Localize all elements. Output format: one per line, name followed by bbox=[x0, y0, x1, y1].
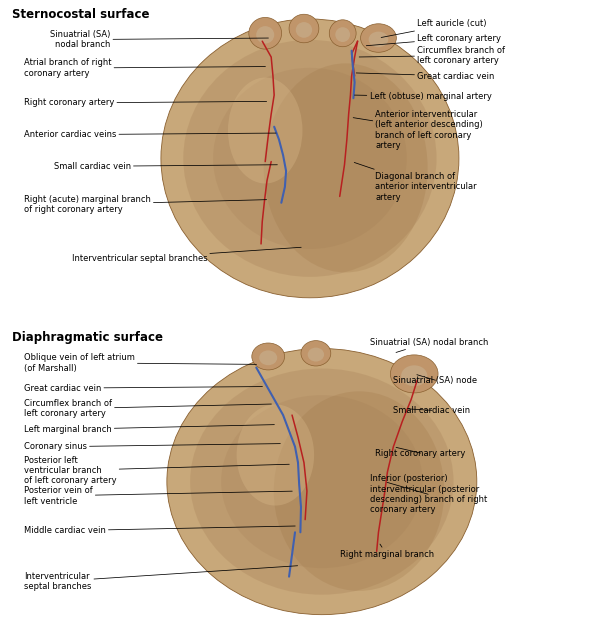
Ellipse shape bbox=[184, 40, 436, 277]
Ellipse shape bbox=[249, 17, 282, 49]
Ellipse shape bbox=[301, 340, 331, 366]
Ellipse shape bbox=[259, 351, 277, 365]
Ellipse shape bbox=[221, 395, 423, 568]
Ellipse shape bbox=[252, 343, 284, 370]
Ellipse shape bbox=[213, 68, 406, 249]
Ellipse shape bbox=[336, 28, 350, 42]
Text: Sinuatrial (SA)
nodal branch: Sinuatrial (SA) nodal branch bbox=[50, 30, 268, 49]
Text: Left (obtuse) marginal artery: Left (obtuse) marginal artery bbox=[355, 92, 491, 101]
Text: Sternocostal surface: Sternocostal surface bbox=[12, 8, 150, 21]
Ellipse shape bbox=[329, 20, 356, 47]
Ellipse shape bbox=[361, 24, 396, 52]
Ellipse shape bbox=[296, 22, 312, 38]
Text: Left auricle (cut): Left auricle (cut) bbox=[381, 19, 487, 38]
Text: Coronary sinus: Coronary sinus bbox=[24, 442, 280, 451]
Text: Interventricular
septal branches: Interventricular septal branches bbox=[24, 566, 297, 591]
Text: Right coronary artery: Right coronary artery bbox=[24, 99, 266, 108]
Ellipse shape bbox=[401, 365, 427, 387]
Text: Small cardiac vein: Small cardiac vein bbox=[54, 162, 277, 171]
Ellipse shape bbox=[237, 404, 314, 506]
Text: Circumflex branch of
left coronary artery: Circumflex branch of left coronary arter… bbox=[359, 45, 505, 65]
Ellipse shape bbox=[161, 19, 459, 298]
Text: Great cardiac vein: Great cardiac vein bbox=[24, 383, 262, 393]
Ellipse shape bbox=[289, 14, 319, 43]
Ellipse shape bbox=[256, 26, 274, 44]
Text: Anterior cardiac veins: Anterior cardiac veins bbox=[24, 130, 276, 139]
Text: Atrial branch of right
coronary artery: Atrial branch of right coronary artery bbox=[24, 58, 265, 78]
Text: Diagonal branch of
anterior interventricular
artery: Diagonal branch of anterior interventric… bbox=[354, 163, 477, 202]
Text: Left coronary artery: Left coronary artery bbox=[367, 33, 501, 45]
Text: Interventricular septal branches: Interventricular septal branches bbox=[72, 247, 301, 262]
Ellipse shape bbox=[308, 348, 324, 362]
Ellipse shape bbox=[264, 63, 428, 273]
Text: Anterior interventricular
(left anterior descending)
branch of left coronary
art: Anterior interventricular (left anterior… bbox=[353, 110, 483, 150]
Text: Small cardiac vein: Small cardiac vein bbox=[393, 406, 470, 415]
Text: Inferior (posterior)
interventricular (posterior
descending) branch of right
cor: Inferior (posterior) interventricular (p… bbox=[370, 474, 487, 515]
Text: Right marginal branch: Right marginal branch bbox=[340, 544, 434, 559]
Text: Sinuatrial (SA) node: Sinuatrial (SA) node bbox=[393, 374, 477, 385]
Text: Sinuatrial (SA) nodal branch: Sinuatrial (SA) nodal branch bbox=[370, 338, 488, 353]
Text: Oblique vein of left atrium
(of Marshall): Oblique vein of left atrium (of Marshall… bbox=[24, 353, 256, 372]
Text: Diaphragmatic surface: Diaphragmatic surface bbox=[12, 331, 163, 344]
Text: Left marginal branch: Left marginal branch bbox=[24, 424, 274, 434]
Ellipse shape bbox=[390, 355, 438, 393]
Text: Right coronary artery: Right coronary artery bbox=[375, 447, 466, 458]
Text: Right (acute) marginal branch
of right coronary artery: Right (acute) marginal branch of right c… bbox=[24, 195, 266, 214]
Text: Middle cardiac vein: Middle cardiac vein bbox=[24, 526, 295, 535]
Ellipse shape bbox=[190, 369, 454, 595]
Ellipse shape bbox=[274, 391, 444, 591]
Ellipse shape bbox=[167, 349, 477, 614]
Text: Great cardiac vein: Great cardiac vein bbox=[356, 72, 495, 81]
Text: Circumflex branch of
left coronary artery: Circumflex branch of left coronary arter… bbox=[24, 399, 271, 419]
Text: Posterior vein of
left ventricle: Posterior vein of left ventricle bbox=[24, 486, 292, 506]
Text: Posterior left
ventricular branch
of left coronary artery: Posterior left ventricular branch of lef… bbox=[24, 456, 289, 485]
Ellipse shape bbox=[228, 77, 303, 184]
Ellipse shape bbox=[368, 31, 389, 47]
